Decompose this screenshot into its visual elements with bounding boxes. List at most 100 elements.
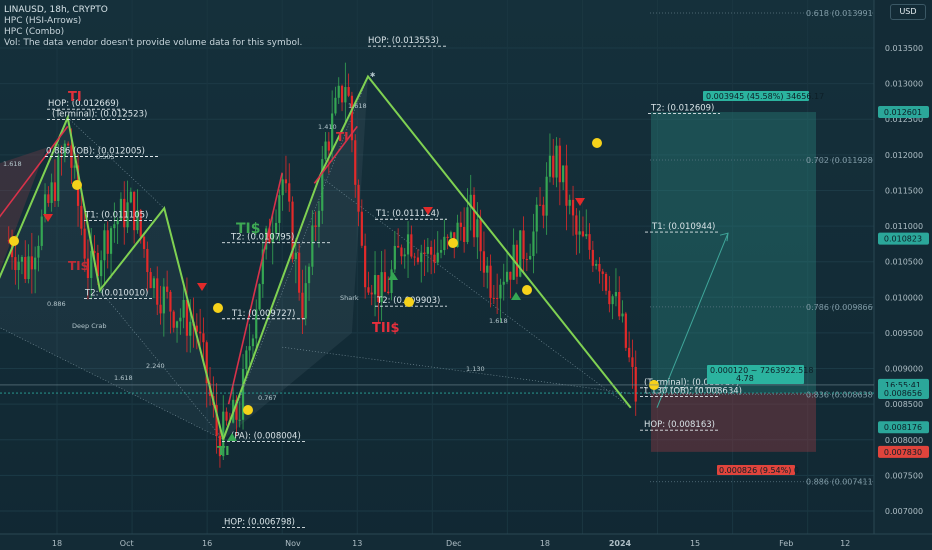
candle-body <box>271 232 274 244</box>
price-tag: 0.012601 <box>884 108 922 117</box>
candle-body <box>93 251 96 253</box>
ratio-label: 0.767 <box>258 394 277 402</box>
candle-body <box>304 283 307 319</box>
time-tick-label: Oct <box>120 539 134 548</box>
candle-body <box>552 155 555 178</box>
candle-body <box>489 265 492 298</box>
indicator-combo[interactable]: HPC (Combo) <box>4 27 65 37</box>
ratio-label-bg <box>707 365 804 384</box>
time-tick-label: 13 <box>352 539 362 548</box>
level-label: T2: (0.010795) <box>230 233 294 243</box>
candle-body <box>166 286 169 292</box>
level-label: T2: (0.012609) <box>650 103 714 113</box>
sell-arrow <box>43 214 53 222</box>
candle-body <box>24 256 27 280</box>
candle-body <box>499 284 502 299</box>
candle-body <box>476 219 479 238</box>
candle-body <box>519 230 522 277</box>
candle-body <box>357 184 360 212</box>
ratio-label: 1.618 <box>114 374 133 382</box>
candle-body <box>423 252 426 254</box>
candle-body <box>40 216 43 246</box>
pattern-name: Shark <box>340 294 359 302</box>
candle-body <box>558 145 561 183</box>
ratio-label: 1.410 <box>318 123 337 131</box>
candle-body <box>189 321 192 336</box>
candle-body <box>301 292 304 319</box>
ratio-label: 1.618 <box>3 160 22 168</box>
candle-body <box>377 275 380 303</box>
candle-body <box>611 296 614 305</box>
ratio-label: 1.618 <box>348 102 367 110</box>
candle-body <box>222 411 225 457</box>
candle-body <box>482 251 486 273</box>
candle-body <box>100 260 103 277</box>
candle-body <box>634 366 637 402</box>
candle-body <box>581 231 585 237</box>
candle-body <box>337 85 340 98</box>
price-tag: 0.007830 <box>884 448 922 457</box>
candle-body <box>469 194 472 208</box>
candle-body <box>565 165 568 206</box>
time-tick-label: 15 <box>690 539 700 548</box>
level-label: HOP: (0.006798) <box>224 517 295 527</box>
candle-body <box>225 411 228 421</box>
pattern-line <box>222 74 632 440</box>
candle-body <box>261 249 264 285</box>
candle-body <box>591 249 594 266</box>
level-label: HOP: (0.012669) <box>48 99 119 109</box>
price-tick-label: 0.011500 <box>885 186 923 195</box>
time-tick-label: Feb <box>779 539 793 548</box>
volume-note: Vol: The data vendor doesn't provide vol… <box>4 38 303 48</box>
candle-body <box>598 263 601 272</box>
target-zone <box>651 112 816 394</box>
candle-body <box>390 269 393 293</box>
level-label: T1: (0.011105) <box>84 211 148 221</box>
candle-body <box>133 191 136 231</box>
candle-body <box>126 202 129 228</box>
price-tick-label: 0.008000 <box>885 436 923 445</box>
candle-body <box>307 266 311 284</box>
candle-body <box>393 245 396 270</box>
candle-body <box>199 331 202 334</box>
level-label: (Terminal): (0.012523) <box>52 110 147 120</box>
candle-body <box>410 234 413 257</box>
price-tick-label: 0.007500 <box>885 471 923 480</box>
candle-body <box>608 290 611 305</box>
candle-body <box>83 228 86 259</box>
level-label: HOP: (0.013553) <box>368 36 439 46</box>
time-tick-label: 2024 <box>609 539 632 548</box>
candle-body <box>146 248 149 273</box>
sell-arrow <box>575 198 585 206</box>
stop-zone <box>651 393 816 452</box>
candle-body <box>588 234 591 250</box>
fib-label: 0.702 (0.011928) <box>806 156 876 165</box>
level-label: T1: (0.011124) <box>375 209 439 219</box>
candle-body <box>614 292 618 297</box>
currency-button[interactable]: USD <box>890 4 926 20</box>
candle-body <box>47 194 50 203</box>
candle-body <box>14 257 17 271</box>
candle-body <box>149 272 152 289</box>
level-label: HOP: (0.008163) <box>644 420 715 430</box>
candle-body <box>403 254 406 257</box>
level-label: (Terminal): (0.008757) <box>644 378 739 388</box>
indicator-hsi-arrows[interactable]: HPC (HSI-Arrows) <box>4 16 82 26</box>
candle-body <box>109 228 113 254</box>
target-label-bg <box>703 91 809 101</box>
candle-body <box>278 195 281 223</box>
candle-body <box>255 309 258 339</box>
candle-body <box>331 113 334 151</box>
candle-body <box>515 244 519 277</box>
candle-body <box>182 299 185 318</box>
signal-label: TI <box>336 130 349 144</box>
candle-body <box>383 272 387 292</box>
candle-body <box>67 143 70 146</box>
candle-body <box>367 287 370 293</box>
price-tick-label: 0.008500 <box>885 400 923 409</box>
level-label: T2: (0.010010) <box>84 289 148 299</box>
candle-body <box>159 304 162 314</box>
pattern-line <box>0 114 225 440</box>
candle-body <box>294 252 297 260</box>
